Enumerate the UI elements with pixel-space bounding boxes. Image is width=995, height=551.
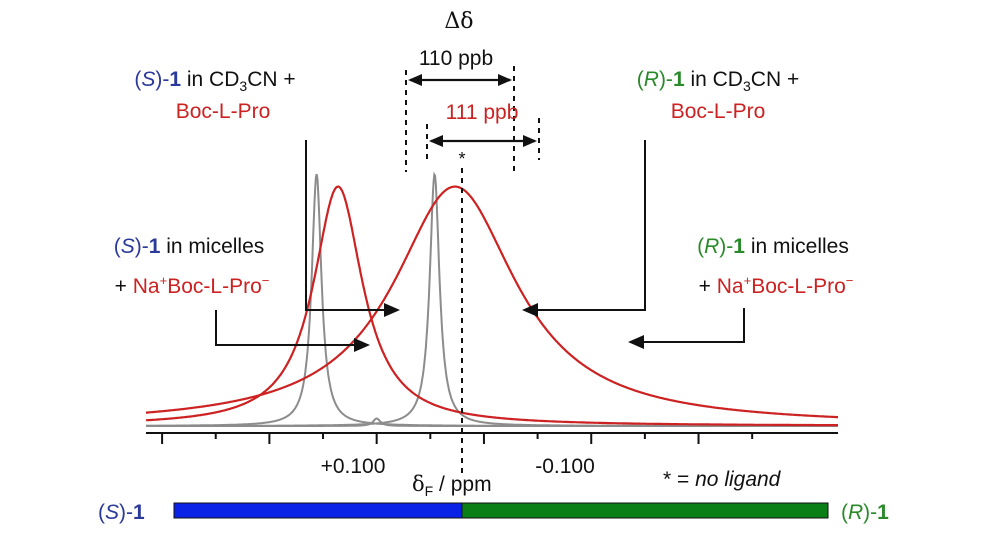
spectrum-line-2 [146, 171, 838, 427]
s-micelles-pointer-arrowhead [354, 338, 370, 352]
gray-separation-label: 110 ppb [419, 47, 493, 70]
s-cd3cn-pointer-arrowhead [384, 303, 400, 317]
spectra-group [145, 171, 838, 427]
x-axis-label: δF / ppm [412, 472, 492, 499]
x-axis-ticks [161, 433, 754, 444]
bar-r-segment [461, 502, 829, 519]
s-cd3cn-ligand-label: Boc-L-Pro [176, 100, 271, 123]
spectrum-line-5 [146, 185, 838, 419]
tick-label-minus-0-100: -0.100 [535, 455, 595, 478]
bar-right-label: (R)-1 [841, 501, 889, 524]
r-micelles-pointer-line [643, 308, 745, 343]
r-micelles-pointer-arrowhead [628, 335, 644, 349]
red-arrowhead-right [523, 135, 537, 147]
spectrum-line-3 [146, 417, 838, 427]
s-cd3cn-label: (S)-1 in CD3CN + [134, 68, 295, 94]
r-micelles-ligand-label: + Na+Boc-L-Pro− [699, 273, 854, 298]
r-cd3cn-label: (R)-1 in CD3CN + [637, 68, 799, 94]
s-micelles-pointer-line [215, 310, 356, 346]
r-micelles-label: (R)-1 in micelles [697, 235, 849, 258]
s-micelles-label: (S)-1 in micelles [114, 235, 265, 258]
gray-arrowhead-left [408, 74, 422, 86]
bar-s-segment [173, 502, 463, 519]
gray-arrowhead-right [498, 74, 512, 86]
red-arrowhead-left [429, 135, 443, 147]
r-cd3cn-ligand-label: Boc-L-Pro [671, 100, 766, 123]
spectrum-line-1 [146, 173, 838, 427]
s-cd3cn-pointer-line [305, 140, 386, 311]
red-separation-label: 111 ppb [446, 101, 519, 124]
spectrum-line-4 [145, 185, 838, 427]
delta-delta-symbol: Δδ [444, 9, 473, 34]
r-cd3cn-pointer-line [537, 140, 646, 311]
no-ligand-note: * = no ligand [663, 468, 782, 491]
tick-label-plus-0-100: +0.100 [321, 455, 386, 478]
s-micelles-ligand-label: + Na+Boc-L-Pro− [115, 273, 270, 298]
r-cd3cn-pointer-arrowhead [522, 303, 538, 317]
bar-left-label: (S)-1 [98, 501, 145, 524]
no-ligand-star: * [458, 149, 465, 169]
